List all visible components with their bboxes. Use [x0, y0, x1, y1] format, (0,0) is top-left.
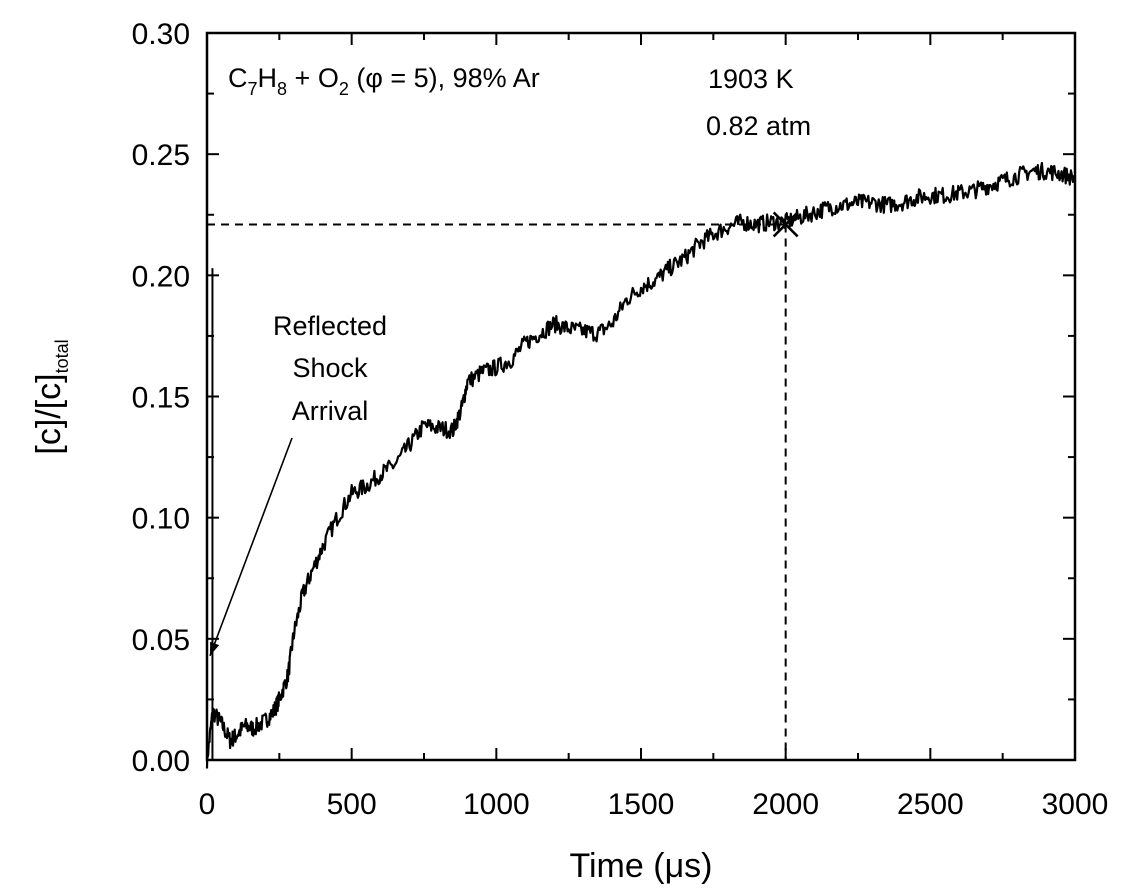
- x-tick-label: 500: [327, 788, 377, 821]
- mixture-annotation: C7H8 + O2 (φ = 5), 98% Ar: [228, 63, 540, 99]
- y-axis-subscript: total: [52, 339, 72, 373]
- y-tick-label: 0.30: [132, 18, 190, 51]
- x-tick-label: 2500: [897, 788, 964, 821]
- arrow-label-reflected: Reflected: [273, 311, 387, 341]
- oxygen-sub: 2: [339, 79, 349, 99]
- x-axis-title: Time (μs): [570, 847, 713, 885]
- data-trace: [205, 161, 1077, 769]
- y-ticks: 0.00 0.05 0.10 0.15 0.20 0.25 0.30: [132, 18, 1075, 778]
- species-h: H: [258, 63, 278, 93]
- mixture-plus-o: + O: [295, 63, 339, 93]
- data-trace-layer: [205, 161, 1077, 769]
- x-tick-label: 3000: [1042, 788, 1109, 821]
- x-axis-label: Time: [570, 847, 644, 885]
- y-tick-label: 0.15: [132, 382, 190, 415]
- mixture-rest: [349, 63, 357, 93]
- arrow-label-shock: Shock: [292, 353, 368, 383]
- x-ticks: 0 500 1000 1500 2000 2500 3000: [199, 33, 1109, 821]
- y-tick-label: 0.20: [132, 260, 190, 293]
- y-tick-label: 0.10: [132, 503, 190, 536]
- x-axis-unit: (μs): [653, 847, 712, 885]
- y-tick-label: 0.25: [132, 139, 190, 172]
- temperature-annotation: 1903 K: [708, 64, 794, 94]
- x-tick-label: 1000: [463, 788, 530, 821]
- mixture-conditions: (φ = 5), 98% Ar: [356, 63, 539, 93]
- shock-arrow-line: [209, 437, 293, 657]
- x-tick-label: 0: [199, 788, 216, 821]
- x-tick-label: 1500: [608, 788, 675, 821]
- y-tick-label: 0.05: [132, 624, 190, 657]
- x-tick-label: 2000: [752, 788, 819, 821]
- shock-arrow-head: [210, 641, 220, 656]
- pressure-annotation: 0.82 atm: [706, 111, 811, 141]
- species-c-sub: 7: [248, 79, 258, 99]
- reference-layer: [207, 211, 799, 760]
- reference-marker: [772, 211, 799, 238]
- mixture-oxygen: [287, 63, 295, 93]
- y-axis-label: [c]/[c]: [30, 373, 68, 454]
- y-tick-label: 0.00: [132, 745, 190, 778]
- arrow-label-arrival: Arrival: [292, 396, 369, 426]
- species-h-sub: 8: [277, 79, 287, 99]
- shock-arrival-layer: [209, 268, 293, 760]
- y-axis-title: [c]/[c]total: [30, 339, 72, 454]
- species-c: C: [228, 63, 248, 93]
